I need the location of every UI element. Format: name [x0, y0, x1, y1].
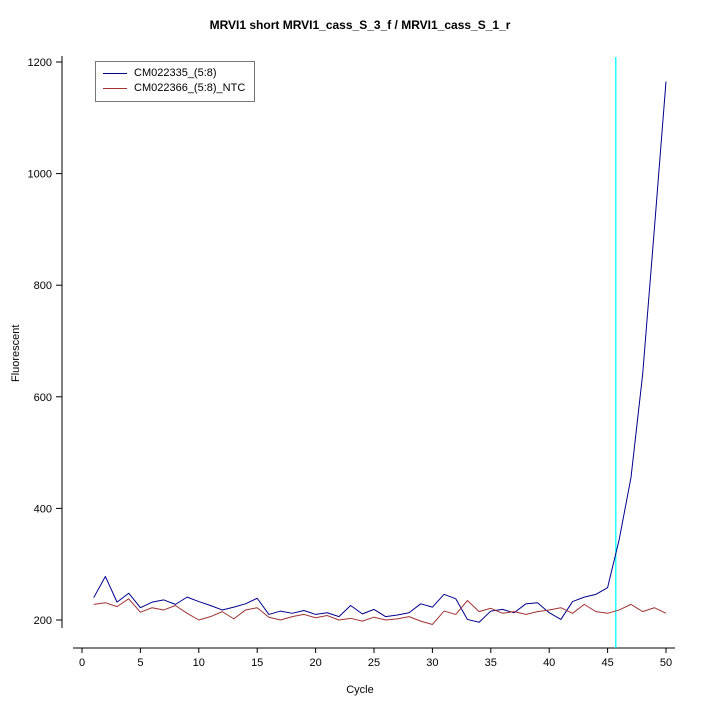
- svg-text:200: 200: [34, 615, 52, 627]
- svg-text:400: 400: [34, 503, 52, 515]
- svg-text:5: 5: [137, 657, 143, 669]
- legend-box: CM022335_(5:8) CM022366_(5:8)_NTC: [95, 61, 256, 102]
- svg-text:600: 600: [34, 392, 52, 404]
- svg-text:1000: 1000: [28, 169, 52, 181]
- legend-line-swatch: [103, 72, 127, 75]
- svg-text:25: 25: [368, 657, 380, 669]
- svg-text:0: 0: [79, 657, 85, 669]
- svg-text:20: 20: [309, 657, 321, 669]
- chart-title: MRVI1 short MRVI1_cass_S_3_f / MRVI1_cas…: [209, 18, 511, 32]
- legend-item: CM022335_(5:8): [103, 66, 245, 81]
- svg-text:1200: 1200: [28, 57, 52, 69]
- svg-text:10: 10: [193, 657, 205, 669]
- legend-item: CM022366_(5:8)_NTC: [103, 81, 245, 96]
- legend-label: CM022335_(5:8): [134, 67, 217, 79]
- svg-text:800: 800: [34, 280, 52, 292]
- svg-text:35: 35: [485, 657, 497, 669]
- legend-label: CM022366_(5:8)_NTC: [134, 82, 246, 94]
- x-axis-label: Cycle: [346, 684, 374, 696]
- svg-text:40: 40: [543, 657, 555, 669]
- legend-line-swatch: [103, 87, 127, 90]
- svg-text:30: 30: [426, 657, 438, 669]
- svg-text:15: 15: [251, 657, 263, 669]
- svg-text:50: 50: [660, 657, 672, 669]
- svg-text:45: 45: [601, 657, 613, 669]
